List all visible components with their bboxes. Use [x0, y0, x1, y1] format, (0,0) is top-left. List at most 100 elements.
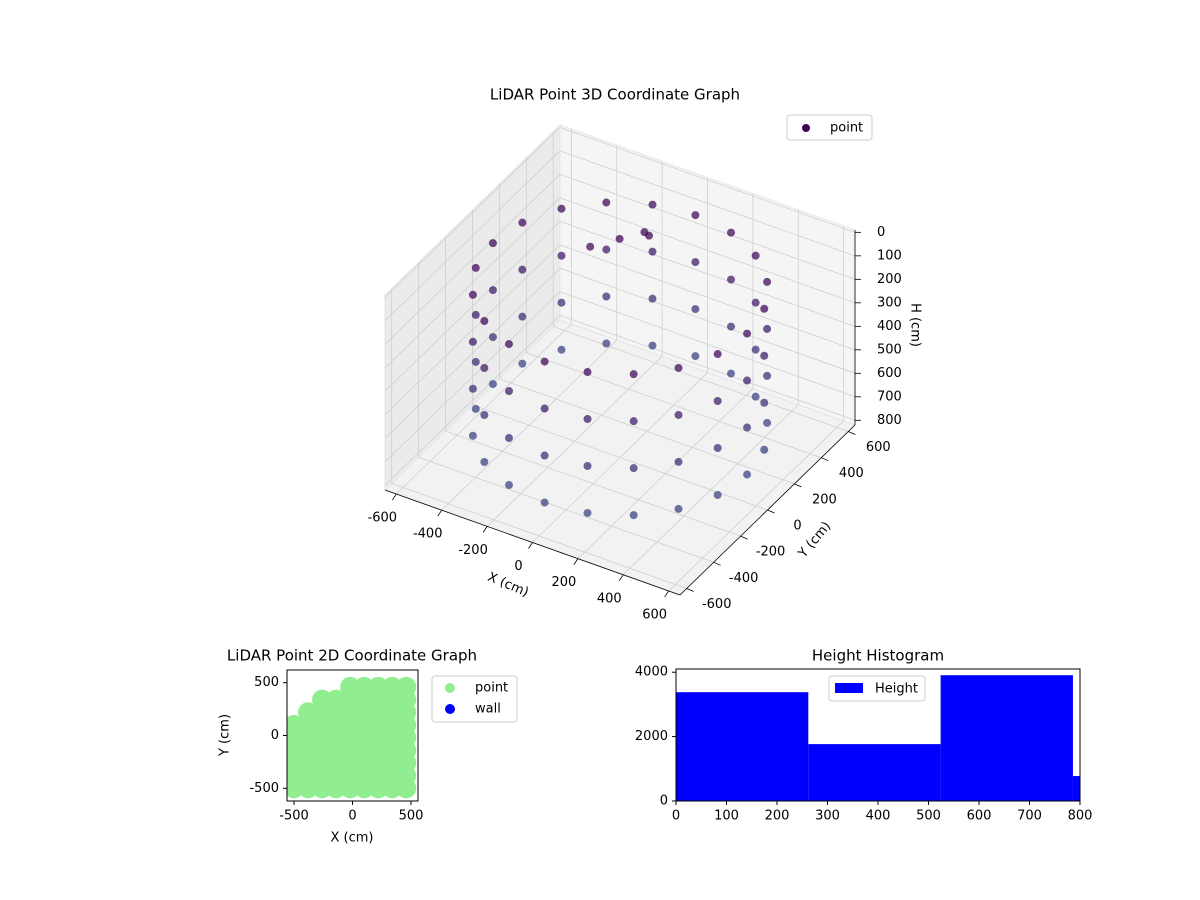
- point: [743, 329, 752, 338]
- x-tick-label: 0: [514, 559, 522, 574]
- chart-title: LiDAR Point 2D Coordinate Graph: [227, 647, 477, 665]
- x-tick-label: 200: [765, 809, 790, 824]
- grid-line: [526, 352, 822, 459]
- point: [674, 363, 683, 372]
- grid-line: [418, 456, 714, 563]
- tick-mark: [664, 590, 669, 598]
- point: [629, 370, 638, 379]
- x-tick-label: 600: [967, 809, 992, 824]
- x-tick-label: 0: [348, 809, 356, 824]
- point: [602, 198, 611, 207]
- point: [586, 242, 595, 251]
- tick-mark: [821, 457, 829, 462]
- point: [583, 461, 592, 470]
- point: [751, 392, 760, 401]
- x-tick-label: 300: [815, 809, 840, 824]
- point: [504, 481, 513, 490]
- point: [629, 511, 638, 520]
- tick-mark: [482, 526, 488, 533]
- y-tick-label: 0: [660, 794, 668, 809]
- legend-marker: [445, 704, 455, 714]
- point: [518, 359, 527, 368]
- grid-line: [384, 315, 561, 486]
- point: [480, 363, 489, 372]
- point: [504, 340, 513, 349]
- plot-area: [287, 676, 417, 799]
- z-tick-label: 800: [877, 413, 902, 428]
- point: [763, 371, 772, 380]
- point: [488, 380, 497, 389]
- legend-box: [786, 114, 873, 141]
- point: [583, 508, 592, 517]
- chart-title: LiDAR Point 3D Coordinate Graph: [490, 86, 740, 104]
- legend-label: point: [830, 121, 863, 136]
- y-tick-label: -600: [702, 597, 732, 612]
- x-tick-label: 400: [597, 591, 622, 606]
- point: [468, 431, 477, 440]
- y-tick-label: -400: [729, 571, 759, 586]
- grid-line: [559, 267, 856, 374]
- y-tick-label: 200: [812, 492, 837, 507]
- grid-line: [559, 314, 856, 421]
- point: [713, 397, 722, 406]
- point: [480, 317, 489, 326]
- bar: [940, 675, 1073, 801]
- point: [602, 292, 611, 301]
- x-axis-label: X (cm): [331, 831, 374, 846]
- point: [760, 351, 769, 360]
- point: [488, 333, 497, 342]
- tick-mark: [528, 542, 533, 549]
- point: [557, 251, 566, 260]
- x-tick-label: 800: [1068, 809, 1093, 824]
- point: [760, 304, 769, 313]
- grid-line: [559, 197, 856, 304]
- tick-mark: [686, 588, 694, 592]
- z-tick-label: 300: [877, 295, 902, 310]
- point: [713, 443, 722, 452]
- point: [727, 275, 736, 284]
- point: [583, 368, 592, 377]
- point: [471, 263, 480, 272]
- point: [312, 689, 333, 710]
- tick-mark: [767, 509, 775, 514]
- legend-marker: [835, 683, 863, 693]
- point: [480, 410, 489, 419]
- y-tick-label: 400: [839, 466, 864, 481]
- point: [713, 350, 722, 359]
- z-tick-label: 500: [877, 342, 902, 357]
- point: [648, 341, 657, 350]
- grid-line: [384, 268, 561, 439]
- point: [674, 410, 683, 419]
- point: [480, 457, 489, 466]
- grid-line: [559, 244, 856, 351]
- x-tick-label: 0: [672, 809, 680, 824]
- point: [468, 290, 477, 299]
- point: [396, 676, 417, 697]
- point: [751, 251, 760, 260]
- point: [674, 504, 683, 513]
- legend-box: [431, 675, 518, 723]
- y-tick-label: -200: [756, 545, 786, 560]
- z-tick-label: 700: [877, 389, 902, 404]
- point: [691, 211, 700, 220]
- y-tick-label: 0: [271, 728, 279, 743]
- point: [615, 234, 624, 243]
- point: [368, 676, 389, 697]
- x-tick-label: 700: [1017, 809, 1042, 824]
- grid-line: [559, 126, 856, 233]
- x-tick-label: -400: [413, 527, 443, 542]
- legend-label: Height: [875, 682, 918, 697]
- point: [488, 286, 497, 295]
- point: [648, 200, 657, 209]
- point: [540, 357, 549, 366]
- point: [763, 324, 772, 333]
- point: [557, 345, 566, 354]
- legend-marker: [802, 124, 810, 132]
- x-tick-label: 600: [642, 607, 667, 622]
- x-tick-label: 500: [399, 809, 424, 824]
- grid-line: [559, 220, 856, 327]
- point: [763, 418, 772, 427]
- tick-mark: [437, 509, 443, 517]
- point: [743, 470, 752, 479]
- point: [691, 258, 700, 267]
